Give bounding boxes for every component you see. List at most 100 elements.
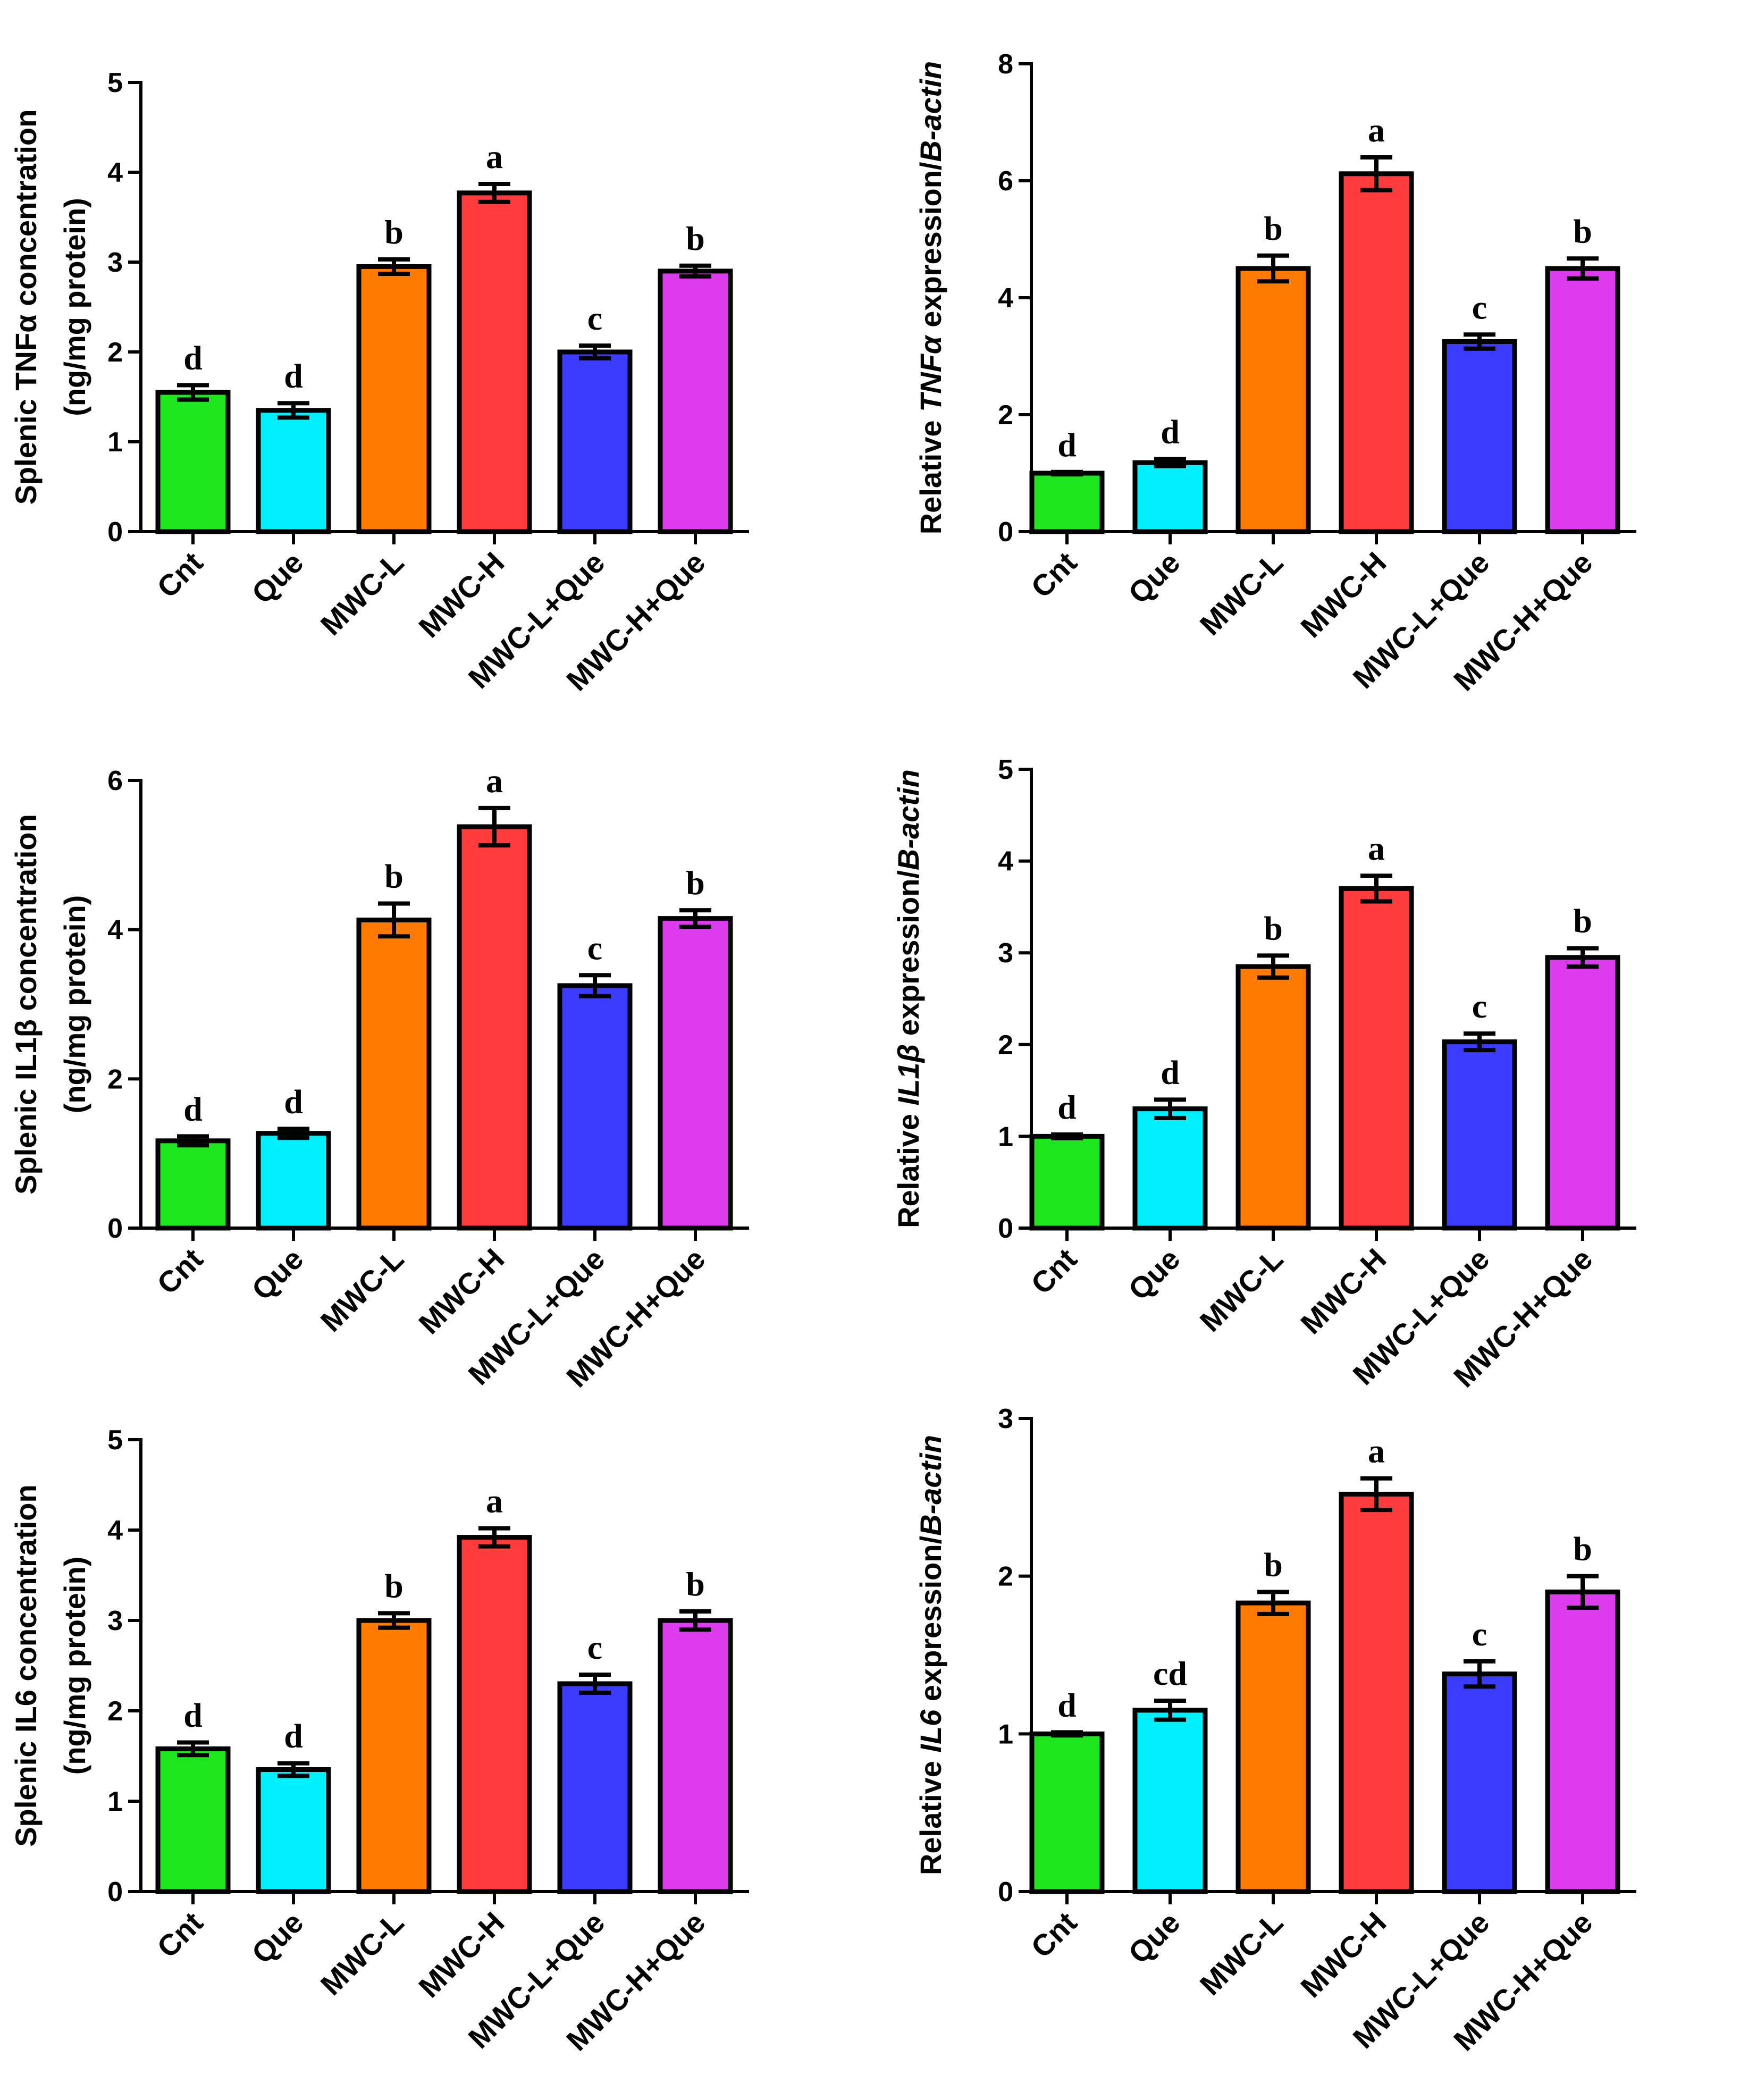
category-label: Cnt	[1024, 1242, 1083, 1301]
significance-letter: a	[1368, 111, 1385, 149]
category-label: MWC-H	[1294, 545, 1392, 644]
y-tick-label: 3	[107, 247, 123, 278]
category-label: Que	[1122, 545, 1187, 610]
y-axis-title: Splenic IL1β concentration	[9, 814, 43, 1195]
bar-que	[256, 408, 331, 534]
significance-letter: b	[686, 864, 705, 902]
significance-letter: a	[486, 1482, 503, 1520]
significance-letter: b	[1264, 909, 1283, 947]
bar-que	[256, 1131, 331, 1231]
bar-mwc-h	[457, 1535, 532, 1894]
y-tick-label: 0	[998, 1213, 1013, 1244]
y-axis-title: Relative IL1β expression/B-actin	[892, 769, 925, 1228]
chart-panel-1: dCntdQuebMWC-LaMWC-HcMWC-L+QuebMWC-H+Que…	[9, 68, 749, 697]
category-label: MWC-L	[314, 545, 410, 642]
y-tick-label: 0	[107, 1877, 123, 1908]
category-label: MWC-H	[1294, 1905, 1392, 2004]
y-axis-title: Splenic IL6 concentration	[9, 1484, 43, 1846]
y-axis-title: (ng/mg protein)	[58, 895, 91, 1114]
bar-mwc-l-plus-que	[557, 349, 633, 534]
significance-letter: c	[1472, 288, 1487, 326]
bar-mwc-l-plus-que	[1442, 339, 1517, 534]
significance-letter: b	[686, 1565, 705, 1603]
bar-que	[256, 1767, 331, 1894]
y-tick-label: 6	[998, 166, 1013, 197]
y-tick-label: 8	[998, 49, 1013, 80]
category-label: MWC-H	[412, 1242, 510, 1340]
category-label: Que	[1122, 1242, 1187, 1307]
significance-letter: d	[1057, 1686, 1077, 1724]
bar-mwc-h-plus-que	[1545, 1589, 1620, 1894]
bar-mwc-h-plus-que	[1545, 266, 1620, 534]
significance-letter: c	[587, 1628, 602, 1666]
bar-mwc-l	[1235, 1600, 1311, 1894]
significance-letter: d	[1057, 1088, 1077, 1126]
bar-que	[1132, 460, 1208, 534]
y-tick-label: 2	[998, 1561, 1013, 1592]
y-tick-label: 3	[998, 938, 1013, 969]
bar-cnt	[1029, 1133, 1105, 1231]
bar-mwc-h	[1339, 1491, 1414, 1894]
bar-mwc-h-plus-que	[658, 916, 733, 1231]
chart-panel-3: dCntdQuebMWC-LaMWC-HcMWC-L+QuebMWC-H+Que…	[9, 762, 749, 1393]
significance-letter: d	[284, 357, 303, 394]
bar-mwc-l	[1235, 964, 1311, 1231]
category-label: MWC-H	[1294, 1242, 1392, 1340]
y-tick-label: 4	[107, 1515, 123, 1546]
y-tick-label: 1	[998, 1121, 1013, 1152]
bar-mwc-h	[1339, 171, 1414, 534]
category-label: Que	[245, 1905, 310, 1970]
bar-mwc-l-plus-que	[1442, 1671, 1517, 1894]
chart-panel-6: dCntcdQuebMWC-LaMWC-HcMWC-L+QuebMWC-H+Qu…	[914, 1404, 1636, 2057]
y-axis-title: (ng/mg protein)	[58, 1557, 91, 1775]
significance-letter: cd	[1153, 1654, 1187, 1692]
y-tick-label: 1	[107, 1786, 123, 1817]
category-label: Cnt	[1024, 1905, 1083, 1964]
category-label: MWC-H	[412, 1905, 510, 2004]
significance-letter: d	[1161, 1053, 1180, 1091]
significance-letter: b	[384, 213, 404, 251]
y-tick-label: 2	[107, 1064, 123, 1095]
significance-letter: c	[587, 929, 602, 967]
bar-cnt	[155, 1138, 231, 1231]
bar-cnt	[155, 390, 231, 534]
bar-mwc-l-plus-que	[557, 983, 633, 1231]
category-label: Que	[245, 1242, 310, 1307]
bar-cnt	[1029, 471, 1105, 534]
y-tick-label: 4	[107, 157, 123, 188]
y-tick-label: 0	[107, 517, 123, 548]
y-tick-label: 1	[998, 1719, 1013, 1750]
significance-letter: a	[486, 762, 503, 800]
y-tick-label: 0	[107, 1213, 123, 1244]
y-tick-label: 0	[998, 1877, 1013, 1908]
significance-letter: a	[1368, 1432, 1385, 1470]
significance-letter: d	[1057, 426, 1077, 464]
significance-letter: b	[384, 858, 404, 895]
y-tick-label: 0	[998, 517, 1013, 548]
chart-panel-2: dCntdQuebMWC-LaMWC-HcMWC-L+QuebMWC-H+Que…	[914, 49, 1636, 697]
y-tick-label: 2	[107, 1696, 123, 1727]
y-tick-label: 2	[107, 337, 123, 368]
bar-mwc-h-plus-que	[1545, 955, 1620, 1231]
category-label: Cnt	[150, 545, 209, 604]
category-label: MWC-L	[314, 1905, 410, 2002]
category-label: Cnt	[1024, 545, 1083, 604]
y-tick-label: 5	[107, 68, 123, 98]
y-tick-label: 4	[107, 915, 123, 946]
significance-letter: a	[486, 138, 503, 175]
significance-letter: a	[1368, 829, 1385, 867]
significance-letter: d	[284, 1082, 303, 1120]
bar-mwc-h	[457, 190, 532, 534]
significance-letter: d	[183, 339, 203, 377]
y-tick-label: 5	[998, 754, 1013, 785]
bar-mwc-l	[356, 1618, 432, 1894]
y-axis-title: Relative IL6 expression/B-actin	[914, 1435, 947, 1875]
bar-mwc-l-plus-que	[557, 1681, 633, 1894]
bar-mwc-l	[356, 264, 432, 534]
bar-cnt	[155, 1746, 231, 1894]
y-axis-title: (ng/mg protein)	[58, 198, 91, 416]
bar-cnt	[1029, 1731, 1105, 1894]
significance-letter: c	[1472, 987, 1487, 1025]
significance-letter: d	[1161, 413, 1180, 451]
bar-mwc-l	[1235, 266, 1311, 534]
